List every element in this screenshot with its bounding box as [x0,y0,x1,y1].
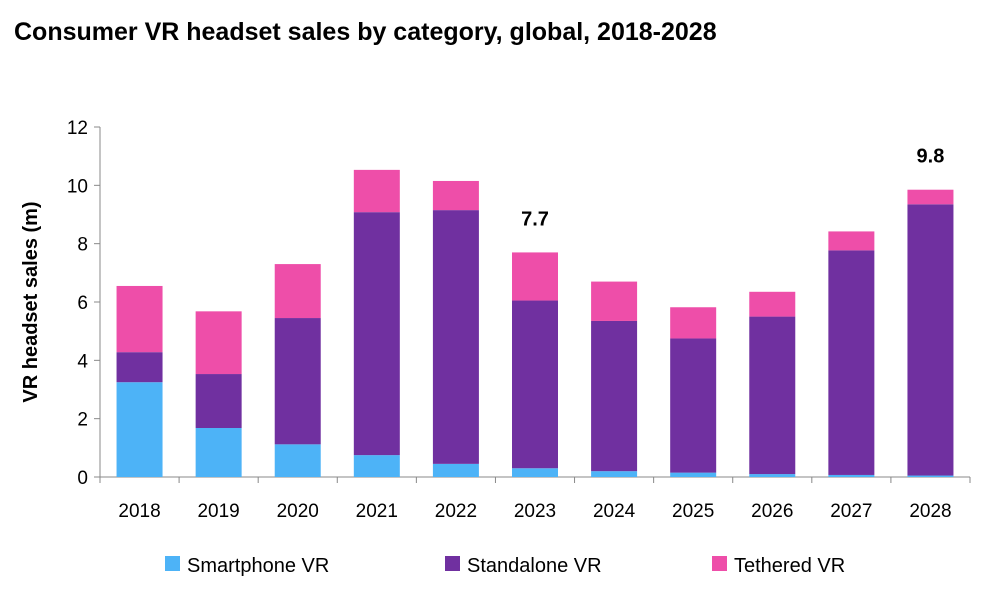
y-tick-label: 4 [77,351,88,372]
x-tick-label: 2021 [356,501,398,522]
bar-segment-standalone-vr [512,300,558,469]
bar-segment-standalone-vr [749,316,796,475]
total-annotation: 9.8 [917,146,945,168]
bar-segment-standalone-vr [591,320,638,472]
bar-segment-smartphone-vr [195,428,242,477]
x-tick-label: 2024 [593,501,636,522]
x-tick-label: 2027 [830,501,872,522]
bar-segment-smartphone-vr [591,471,638,477]
chart-annotations: 7.7 9.8 [521,146,944,231]
legend-label: Standalone VR [467,555,602,577]
bar-segment-standalone-vr [116,352,163,383]
bar-segment-tethered-vr [432,180,479,211]
y-tick-label: 0 [77,468,88,489]
chart-bars [116,169,954,477]
bar-segment-smartphone-vr [749,474,796,477]
bar-segment-tethered-vr [195,311,242,375]
x-tick-label: 2026 [751,501,793,522]
bar-segment-standalone-vr [432,210,479,464]
bar-segment-standalone-vr [274,318,321,445]
bar-segment-standalone-vr [828,250,875,475]
bar-segment-smartphone-vr [828,474,875,477]
bar-segment-tethered-vr [274,264,321,319]
bar-segment-tethered-vr [670,307,717,339]
bar-segment-tethered-vr [828,231,875,251]
bar-segment-tethered-vr [907,189,954,205]
bar-segment-tethered-vr [749,291,796,317]
x-tick-label: 2022 [435,501,477,522]
legend-swatch-smartphone-vr [165,556,180,571]
bar-segment-smartphone-vr [432,463,479,477]
total-annotation: 7.7 [521,208,549,230]
x-tick-label: 2018 [118,501,160,522]
bar-segment-smartphone-vr [353,455,400,477]
bar-segment-standalone-vr [353,212,400,456]
legend-label: Smartphone VR [187,555,329,577]
x-tick-label: 2020 [277,501,319,522]
bar-segment-smartphone-vr [670,472,717,477]
bar-segment-tethered-vr [116,285,163,353]
bar-segment-tethered-vr [512,252,558,301]
y-tick-label: 2 [77,410,88,431]
y-axis-title: VR headset sales (m) [20,201,42,402]
bar-segment-standalone-vr [907,204,954,476]
x-tick-label: 2023 [514,501,556,522]
chart-axes: 0 2 4 6 8 10 12 2018 2019 2020 2021 2022 2023 2024 202… [20,118,971,522]
x-tick-label: 2019 [197,501,239,522]
x-tick-label: 2028 [909,501,951,522]
y-tick-label: 8 [77,235,88,256]
y-tick-label: 12 [67,118,88,139]
legend-swatch-tethered-vr [712,556,727,571]
bar-segment-smartphone-vr [116,382,163,477]
bar-segment-smartphone-vr [512,468,558,477]
y-tick-label: 6 [77,293,88,314]
bar-segment-tethered-vr [591,281,638,321]
bar-segment-smartphone-vr [274,444,321,477]
x-tick-label: 2025 [672,501,714,522]
chart-legend: Smartphone VR Standalone VR Tethered VR [165,555,845,577]
legend-swatch-standalone-vr [445,556,460,571]
bar-segment-standalone-vr [195,374,242,428]
bar-segment-tethered-vr [353,169,400,213]
bar-segment-standalone-vr [670,338,717,473]
legend-label: Tethered VR [734,555,845,577]
bar-segment-smartphone-vr [907,475,954,477]
chart-title: Consumer VR headset sales by category, g… [14,18,717,46]
y-tick-label: 10 [67,176,88,197]
